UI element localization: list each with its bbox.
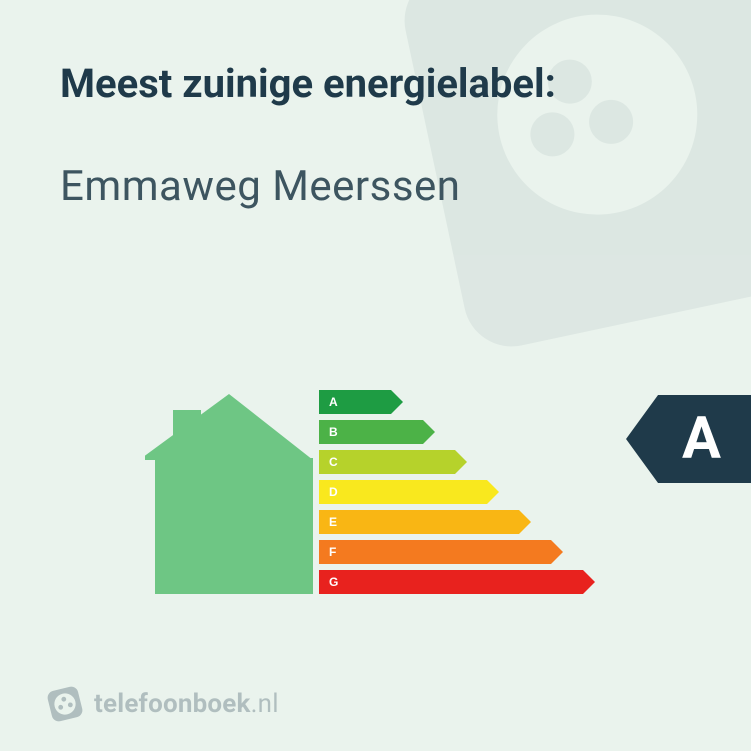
- svg-text:A: A: [329, 395, 338, 409]
- brand-bold: telefoonboek: [94, 689, 251, 719]
- brand-name: telefoonboek.nl: [94, 689, 279, 719]
- energy-label-svg: A B C D E F G: [145, 370, 615, 630]
- svg-text:F: F: [329, 545, 336, 559]
- rating-letter: A: [682, 405, 721, 473]
- page-title: Meest zuinige energielabel:: [60, 60, 556, 107]
- brand-logo-icon: [44, 683, 85, 724]
- svg-text:E: E: [329, 515, 337, 529]
- svg-text:D: D: [329, 485, 338, 499]
- svg-text:G: G: [329, 575, 338, 589]
- footer-brand: telefoonboek.nl: [48, 687, 279, 721]
- svg-text:B: B: [329, 425, 338, 439]
- svg-text:C: C: [329, 455, 338, 469]
- energy-label-chart: A B C D E F G: [145, 370, 615, 630]
- rating-badge: A: [626, 395, 751, 483]
- brand-tld: .nl: [251, 689, 279, 719]
- location-name: Emmaweg Meerssen: [60, 162, 460, 211]
